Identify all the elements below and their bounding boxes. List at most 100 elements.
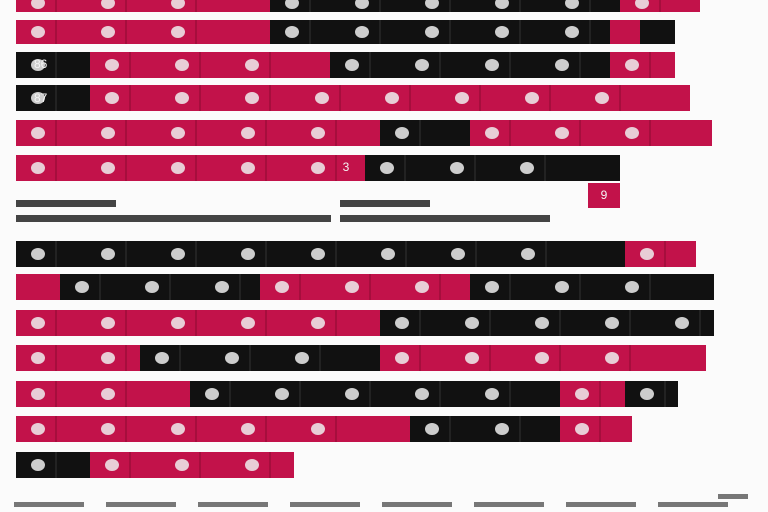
figure-icon — [275, 281, 289, 293]
row-segment — [380, 120, 470, 146]
figure-icon — [31, 59, 45, 71]
figure-icon — [640, 248, 654, 260]
figure-icon — [171, 317, 185, 329]
row-segment — [470, 274, 714, 300]
figure-icon — [555, 127, 569, 139]
figure-icon — [31, 162, 45, 174]
row-label: 3 — [343, 160, 350, 174]
figure-icon — [525, 92, 539, 104]
figure-icon — [31, 92, 45, 104]
figure-icon — [175, 459, 189, 471]
row-segment — [190, 381, 560, 407]
figure-icon — [311, 423, 325, 435]
figure-icon — [31, 26, 45, 38]
figure-icon — [605, 352, 619, 364]
figure-icon — [311, 317, 325, 329]
footer-placeholder — [474, 502, 544, 507]
row-segment — [610, 20, 640, 44]
text-placeholder — [340, 200, 430, 207]
figure-icon — [495, 0, 509, 9]
figure-icon — [565, 26, 579, 38]
figure-icon — [285, 26, 299, 38]
row-label: 86 — [34, 57, 48, 71]
figure-icon — [101, 127, 115, 139]
figure-icon — [355, 26, 369, 38]
figure-icon — [205, 388, 219, 400]
figure-icon — [485, 127, 499, 139]
row-segment — [610, 52, 675, 78]
figure-icon — [395, 317, 409, 329]
figure-icon — [241, 423, 255, 435]
row-segment — [90, 52, 330, 78]
figure-icon — [495, 423, 509, 435]
figure-icon — [31, 0, 45, 9]
figure-icon — [455, 92, 469, 104]
figure-icon — [171, 127, 185, 139]
figure-icon — [155, 352, 169, 364]
figure-icon — [345, 281, 359, 293]
figure-icon — [311, 248, 325, 260]
figure-icon — [171, 0, 185, 9]
row-segment — [16, 310, 380, 336]
figure-icon — [625, 281, 639, 293]
figure-icon — [105, 459, 119, 471]
figure-icon — [145, 281, 159, 293]
text-placeholder — [16, 200, 116, 207]
figure-icon — [535, 317, 549, 329]
figure-icon — [635, 0, 649, 9]
figure-icon — [520, 162, 534, 174]
text-placeholder — [340, 215, 550, 222]
figure-icon — [171, 423, 185, 435]
figure-icon — [31, 248, 45, 260]
figure-icon — [595, 92, 609, 104]
figure-icon — [31, 317, 45, 329]
row-segment — [16, 20, 270, 44]
figure-icon — [465, 352, 479, 364]
row-segment — [16, 52, 90, 78]
figure-icon — [105, 92, 119, 104]
figure-icon — [535, 352, 549, 364]
figure-icon — [450, 162, 464, 174]
figure-icon — [425, 0, 439, 9]
row-segment — [60, 274, 260, 300]
figure-icon — [101, 317, 115, 329]
row-segment — [16, 416, 410, 442]
figure-icon — [565, 0, 579, 9]
figure-icon — [285, 0, 299, 9]
figure-icon — [555, 281, 569, 293]
figure-icon — [521, 248, 535, 260]
figure-icon — [245, 459, 259, 471]
row-segment — [470, 120, 712, 146]
row-segment — [16, 120, 380, 146]
row-segment — [625, 241, 696, 267]
decor — [14, 200, 748, 507]
row-segment — [640, 20, 675, 44]
figure-icon — [381, 248, 395, 260]
figure-icon — [175, 92, 189, 104]
row-segment — [560, 416, 632, 442]
figure-icon — [245, 92, 259, 104]
row-segment — [90, 452, 294, 478]
figure-icon — [555, 59, 569, 71]
figure-icon — [425, 423, 439, 435]
figure-icon — [241, 248, 255, 260]
figure-icon — [315, 92, 329, 104]
figure-icon — [275, 388, 289, 400]
row-label: 9 — [601, 188, 608, 202]
figure-icon — [311, 162, 325, 174]
figure-icon — [101, 0, 115, 9]
figure-icon — [105, 59, 119, 71]
figure-icon — [215, 281, 229, 293]
figure-icon — [485, 281, 499, 293]
figure-icon — [385, 92, 399, 104]
figure-icon — [241, 127, 255, 139]
footer-placeholder — [198, 502, 268, 507]
row-segment — [560, 381, 625, 407]
figure-icon — [101, 26, 115, 38]
figure-icon — [101, 162, 115, 174]
row-label: 87 — [34, 91, 48, 105]
figure-icon — [395, 127, 409, 139]
figure-icon — [175, 59, 189, 71]
figure-icon — [101, 388, 115, 400]
footer-placeholder — [718, 494, 748, 499]
